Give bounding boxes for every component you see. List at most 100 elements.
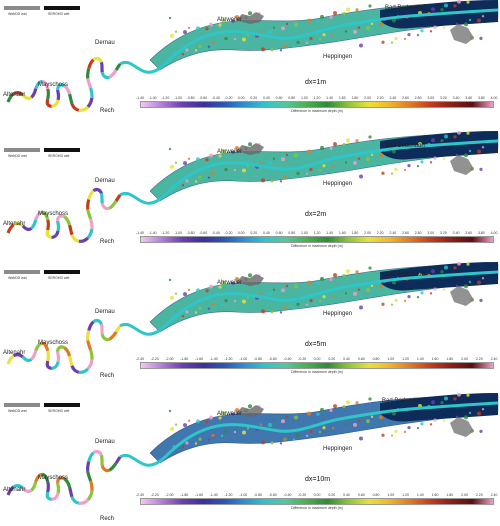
label-heppingen: Heppingen (323, 54, 353, 60)
river-segment (6, 318, 122, 374)
colorbar-tick-label: 0.40 (263, 96, 270, 100)
label-altenahr: Altenahr (3, 221, 26, 227)
grid-resolution-label: dx=1m (305, 79, 327, 86)
label-altenahr: Altenahr (3, 92, 26, 98)
colorbar-title: Difference in maximum depth (m) (291, 109, 343, 113)
colorbar-tick-label: 2.00 (364, 96, 371, 100)
serghd-wet-swatch (44, 270, 80, 274)
colorbar-tick-label: 0.00 (237, 96, 245, 100)
webdd-wet-label: WebDD wet (8, 276, 27, 280)
colorbar-tick-label: 1.40 (326, 96, 334, 100)
colorbar-tick-label: -1.00 (173, 231, 182, 235)
map-panel-dx5: WebDD wet SERGHD wet Altenahr Mayschoss … (0, 262, 500, 390)
colorbar-tick-label: -1.20 (224, 357, 233, 361)
serghd-wet-swatch (44, 148, 80, 152)
colorbar-tick-label: -1.00 (173, 96, 182, 100)
town-buildings (450, 417, 474, 437)
label-heppingen: Heppingen (323, 181, 353, 187)
colorbar-tick-label: 3.80 (477, 96, 485, 100)
colorbar-tick-label: 0.20 (328, 357, 336, 361)
webdd-wet-label: WebDD wet (8, 409, 27, 413)
serghd-wet-label: SERGHD wet (48, 154, 70, 158)
label-bad-bodendorf: Bad Bodendorf (382, 398, 423, 404)
colorbar-tick-label: -0.60 (199, 96, 208, 100)
town-buildings (236, 274, 264, 286)
colorbar-tick-label: 2.40 (389, 96, 397, 100)
label-altenahr: Altenahr (3, 350, 26, 356)
label-dernau: Dernau (95, 309, 115, 315)
colorbar: -1.40 -1.40 -1.20 -1.00 -0.80 -0.60 -0.40 -0.20… (136, 231, 497, 248)
colorbar-tick-label: -2.00 (165, 357, 174, 361)
colorbar-tick-label: 0.00 (237, 231, 245, 235)
colorbar-tick-label: -0.40 (211, 231, 220, 235)
grid-resolution-label: dx=10m (305, 476, 331, 483)
serghd-wet-label: SERGHD wet (48, 12, 70, 16)
river-segment (6, 449, 122, 505)
label-mayschoss: Mayschoss (38, 211, 69, 217)
town-buildings (236, 405, 264, 417)
label-bad-bodendorf: Bad Bodendorf (385, 143, 426, 149)
colorbar-tick-label: 0.80 (372, 493, 380, 497)
colorbar-ticks: -1.40 -1.40 -1.20 -1.00 -0.80 -0.60 -0.40 -0.20… (136, 96, 497, 101)
colorbar-tick-label: 1.80 (446, 357, 454, 361)
label-mayschoss: Mayschoss (38, 82, 69, 88)
river-segment (6, 56, 122, 112)
colorbar-tick-label: -0.80 (186, 96, 195, 100)
colorbar-tick-label: 2.00 (364, 231, 371, 235)
river-channel (119, 270, 499, 336)
colorbar-tick-label: -0.40 (283, 357, 292, 361)
town-buildings (236, 12, 264, 24)
label-altenahr: Altenahr (3, 487, 26, 493)
colorbar-tick-label: 3.20 (440, 231, 447, 235)
colorbar-tick-label: -1.20 (161, 96, 170, 100)
colorbar-tick-label: 2.40 (490, 493, 498, 497)
label-ahrweiler: Ahrweiler (217, 17, 243, 23)
colorbar-tick-label: 0.00 (313, 357, 321, 361)
colorbar-tick-label: -1.60 (195, 357, 203, 361)
colorbar-tick-label: 0.20 (250, 231, 258, 235)
colorbar-tick-label: -0.60 (268, 357, 277, 361)
town-buildings (450, 24, 474, 44)
serghd-wet-swatch (44, 403, 80, 407)
label-ahrweiler: Ahrweiler (217, 149, 243, 155)
colorbar-tick-label: 4.00 (490, 231, 498, 235)
river-segment (6, 187, 122, 243)
colorbar-tick-label: -0.20 (224, 231, 233, 235)
colorbar-tick-label: 1.80 (351, 96, 359, 100)
map-panel-dx10: WebDD wet SERGHD wet Altenahr Mayschoss … (0, 393, 500, 522)
colorbar-tick-label: 0.60 (275, 231, 283, 235)
colorbar-ramp (140, 498, 494, 505)
colorbar-tick-label: 3.40 (452, 96, 460, 100)
label-rech: Rech (100, 373, 115, 379)
label-bad-bodendorf: Bad Bodendorf (385, 5, 426, 11)
river-map (6, 262, 499, 374)
river-segment (6, 56, 122, 112)
label-heppingen: Heppingen (323, 446, 353, 452)
colorbar-tick-label: -0.80 (254, 357, 262, 361)
colorbar-ticks: -2.40 -2.20 -2.00 -1.80 -1.60 -1.40 -1.20 -1.00… (136, 357, 497, 362)
webdd-wet-swatch (4, 403, 40, 407)
label-mayschoss: Mayschoss (38, 340, 69, 346)
webdd-wet-swatch (4, 270, 40, 274)
colorbar-tick-label: 1.20 (402, 357, 409, 361)
colorbar-tick-label: -1.80 (180, 493, 189, 497)
colorbar-tick-label: 2.60 (402, 231, 409, 235)
colorbar-tick-label: -2.40 (136, 357, 144, 361)
river-channel (119, 139, 499, 205)
colorbar-tick-label: 3.40 (452, 231, 460, 235)
colorbar-tick-label: 1.60 (338, 231, 346, 235)
river-segment (6, 318, 122, 374)
colorbar-tick-label: 0.60 (275, 96, 283, 100)
colorbar-tick-label: -2.20 (150, 493, 159, 497)
label-bad-bodendorf: Bad Bodendorf (385, 272, 426, 278)
colorbar-tick-label: 1.00 (300, 96, 308, 100)
colorbar-tick-label: 1.20 (402, 493, 409, 497)
label-rech: Rech (100, 239, 115, 245)
colorbar-tick-label: -0.40 (211, 96, 220, 100)
label-ahrweiler: Ahrweiler (217, 411, 243, 417)
river-segment (6, 187, 122, 243)
colorbar-ramp (140, 362, 494, 369)
colorbar-tick-label: 0.20 (328, 493, 336, 497)
colorbar: -2.40 -2.20 -2.00 -1.80 -1.60 -1.40 -1.20 -1.00… (136, 357, 497, 374)
colorbar-tick-label: -1.40 (148, 231, 157, 235)
